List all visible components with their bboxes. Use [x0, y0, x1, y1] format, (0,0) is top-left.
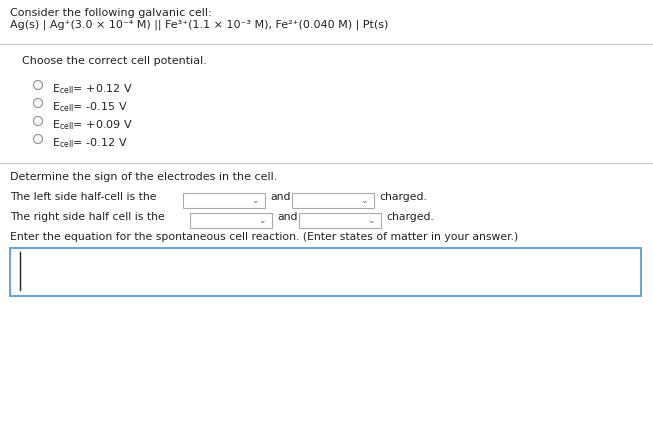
Text: $\mathregular{E_{cell}}$= -0.15 V: $\mathregular{E_{cell}}$= -0.15 V [52, 100, 127, 114]
FancyBboxPatch shape [10, 248, 641, 296]
Text: ⌄: ⌄ [360, 196, 368, 205]
Text: The left side half-cell is the: The left side half-cell is the [10, 192, 157, 202]
FancyBboxPatch shape [292, 193, 374, 208]
FancyBboxPatch shape [299, 213, 381, 228]
Text: $\mathregular{E_{cell}}$= +0.12 V: $\mathregular{E_{cell}}$= +0.12 V [52, 82, 133, 96]
Text: ⌄: ⌄ [251, 196, 259, 205]
Text: and: and [270, 192, 291, 202]
Text: charged.: charged. [386, 212, 434, 222]
FancyBboxPatch shape [190, 213, 272, 228]
Text: $\mathregular{E_{cell}}$= -0.12 V: $\mathregular{E_{cell}}$= -0.12 V [52, 136, 127, 150]
Text: The right side half cell is the: The right side half cell is the [10, 212, 165, 222]
Text: and: and [277, 212, 298, 222]
Text: Enter the equation for the spontaneous cell reaction. (Enter states of matter in: Enter the equation for the spontaneous c… [10, 232, 518, 242]
FancyBboxPatch shape [183, 193, 265, 208]
Text: Consider the following galvanic cell:: Consider the following galvanic cell: [10, 8, 212, 18]
Text: charged.: charged. [379, 192, 427, 202]
Text: Ag(s) | Ag⁺(3.0 × 10⁻⁴ M) || Fe³⁺(1.1 × 10⁻³ M), Fe²⁺(0.040 M) | Pt(s): Ag(s) | Ag⁺(3.0 × 10⁻⁴ M) || Fe³⁺(1.1 × … [10, 20, 389, 30]
Text: ⌄: ⌄ [258, 216, 266, 225]
Text: $\mathregular{E_{cell}}$= +0.09 V: $\mathregular{E_{cell}}$= +0.09 V [52, 118, 133, 132]
Text: Choose the correct cell potential.: Choose the correct cell potential. [22, 56, 207, 66]
Text: ⌄: ⌄ [367, 216, 375, 225]
Text: Determine the sign of the electrodes in the cell.: Determine the sign of the electrodes in … [10, 172, 278, 182]
